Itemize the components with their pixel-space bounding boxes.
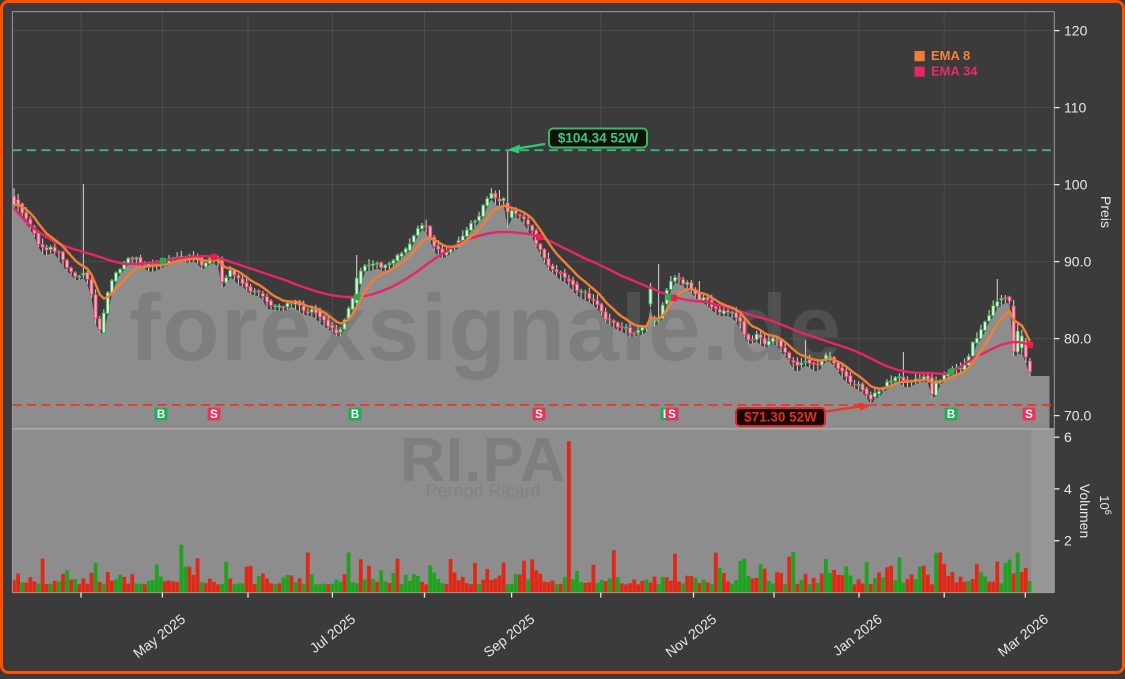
svg-text:EMA 34: EMA 34 [931, 64, 978, 79]
svg-text:B: B [351, 409, 359, 421]
svg-text:$104.34 52W: $104.34 52W [558, 131, 639, 146]
svg-text:B: B [947, 409, 955, 421]
svg-text:120: 120 [1064, 23, 1088, 39]
svg-text:2: 2 [1064, 533, 1072, 549]
svg-text:S: S [1025, 409, 1033, 421]
svg-text:Pernod Ricard: Pernod Ricard [425, 481, 540, 501]
svg-text:100: 100 [1064, 177, 1088, 193]
svg-text:B: B [157, 409, 165, 421]
svg-text:6: 6 [1064, 429, 1072, 445]
svg-text:Volumen: Volumen [1077, 484, 1093, 538]
svg-text:EMA 8: EMA 8 [931, 48, 970, 63]
svg-text:$71.30 52W: $71.30 52W [744, 410, 817, 425]
svg-text:4: 4 [1064, 481, 1072, 497]
svg-text:forexsignale.de: forexsignale.de [129, 275, 843, 380]
svg-text:80.0: 80.0 [1064, 331, 1091, 347]
svg-text:90.0: 90.0 [1064, 254, 1091, 270]
svg-text:Preis: Preis [1098, 196, 1114, 228]
svg-text:S: S [535, 409, 543, 421]
svg-text:S: S [668, 409, 676, 421]
svg-text:RI.PA: RI.PA [400, 426, 566, 495]
svg-text:110: 110 [1064, 100, 1087, 116]
svg-text:S: S [210, 409, 218, 421]
svg-text:70.0: 70.0 [1064, 408, 1091, 424]
